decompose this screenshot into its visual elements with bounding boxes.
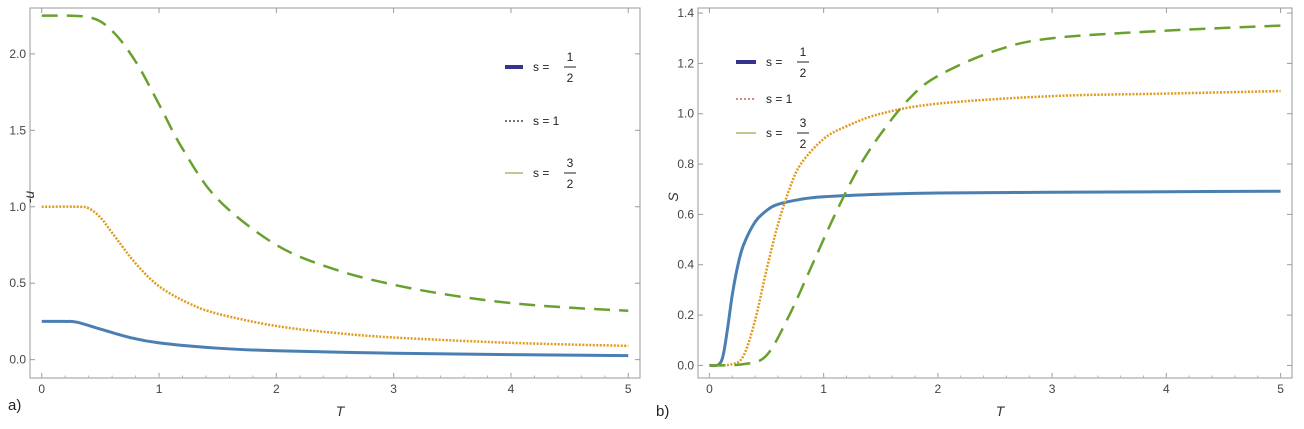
y-tick-label: 1.0 — [9, 200, 26, 214]
legend-label-3: s = — [766, 126, 782, 140]
panel-label: b) — [656, 403, 669, 420]
series-line-1 — [41, 319, 629, 358]
y-tick-label: 0.0 — [677, 358, 694, 372]
legend-fraction-numerator: 1 — [800, 45, 807, 59]
legend-label-1: s = — [533, 60, 549, 74]
series-line-1 — [709, 189, 1281, 368]
x-axis-label: T — [336, 403, 346, 419]
legend-fraction-numerator: 3 — [567, 156, 574, 170]
y-tick-label: 0.6 — [677, 207, 694, 221]
legend-fraction-numerator: 3 — [800, 116, 807, 130]
y-tick-label: 1.0 — [677, 107, 694, 121]
y-axis-label: -u — [21, 191, 37, 204]
x-tick-label: 0 — [706, 382, 713, 396]
y-tick-label: 0.4 — [677, 258, 694, 272]
y-tick-label: 0.8 — [677, 157, 694, 171]
series-line-2 — [41, 205, 629, 348]
x-tick-label: 4 — [1163, 382, 1170, 396]
legend-fraction-denominator: 2 — [800, 66, 807, 80]
x-tick-label: 2 — [273, 382, 280, 396]
y-axis-label: S — [665, 192, 681, 202]
chart-panel-a: 0 1 2 3 4 5 0.0 0.5 1.0 1.5 2.0 s = 1 2 s = 1 s = 3 2 T -u a… — [8, 7, 641, 419]
y-tick-label: 0.5 — [9, 276, 26, 290]
y-tick-label: 0.2 — [677, 308, 694, 322]
x-tick-label: 2 — [935, 382, 942, 396]
x-tick-label: 5 — [1277, 382, 1284, 396]
legend-label-1: s = — [766, 55, 782, 69]
legend-fraction-denominator: 2 — [567, 71, 574, 85]
legend-label-2: s = 1 — [533, 114, 560, 128]
x-tick-label: 1 — [820, 382, 827, 396]
x-tick-label: 3 — [1049, 382, 1056, 396]
x-tick-label: 1 — [156, 382, 163, 396]
legend-label-2: s = 1 — [766, 92, 793, 106]
x-tick-label: 5 — [625, 382, 632, 396]
legend-fraction-numerator: 1 — [567, 50, 574, 64]
legend-label-3: s = — [533, 166, 549, 180]
series-line-3 — [709, 24, 1281, 367]
plot-frame — [29, 7, 641, 379]
legend-fraction-denominator: 2 — [567, 177, 574, 191]
chart-panel-b: 0 1 2 3 4 5 0.0 0.2 0.4 0.6 0.8 1.0 1.2 1.4 s = 1 2 s = 1… — [656, 6, 1293, 420]
y-tick-label: 0.0 — [9, 353, 26, 367]
panel-label: a) — [8, 397, 21, 414]
legend-fraction-denominator: 2 — [800, 137, 807, 151]
x-tick-label: 4 — [508, 382, 515, 396]
series-line-3 — [41, 14, 629, 312]
x-tick-label: 0 — [38, 382, 45, 396]
series-line-2 — [709, 89, 1281, 367]
x-axis-label: T — [996, 403, 1006, 419]
y-tick-label: 1.4 — [677, 6, 694, 20]
y-tick-label: 1.5 — [9, 123, 26, 137]
y-tick-label: 2.0 — [9, 47, 26, 61]
y-tick-label: 1.2 — [677, 56, 694, 70]
x-tick-label: 3 — [390, 382, 397, 396]
